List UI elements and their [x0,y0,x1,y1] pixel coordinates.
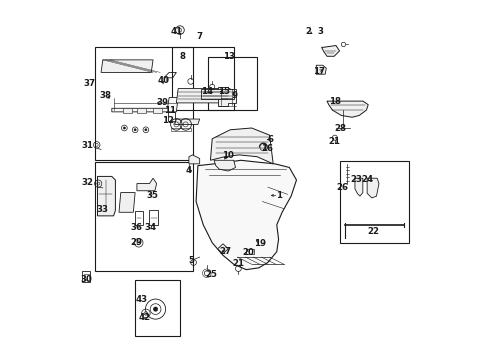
Circle shape [134,129,136,131]
Polygon shape [137,178,156,191]
Text: 2: 2 [305,27,311,36]
Text: 8: 8 [180,52,185,61]
Text: 11: 11 [164,106,176,115]
Text: 12: 12 [162,116,174,125]
Text: 37: 37 [83,79,96,88]
Text: 5: 5 [188,256,194,265]
Text: 21: 21 [328,137,340,146]
Bar [122,108,131,113]
Bar [95,47,192,160]
Text: 32: 32 [81,178,94,187]
Text: 31: 31 [81,141,94,150]
Text: 6: 6 [267,135,273,144]
Text: 1: 1 [275,191,281,200]
Text: 39: 39 [156,98,168,107]
Bar [170,128,191,131]
Polygon shape [188,155,199,164]
Polygon shape [101,60,153,72]
Polygon shape [354,178,362,196]
Text: 24: 24 [361,175,373,184]
Text: 38: 38 [100,91,111,100]
Circle shape [123,127,125,129]
Polygon shape [176,89,230,103]
Polygon shape [217,87,235,107]
Text: 40: 40 [157,76,169,85]
Text: 42: 42 [139,313,151,322]
Text: 17: 17 [312,67,324,76]
Bar [153,108,162,113]
Text: 15: 15 [218,87,229,96]
Polygon shape [174,119,199,125]
Text: 41: 41 [170,27,182,36]
Text: 19: 19 [253,239,265,248]
Text: 21: 21 [232,259,244,268]
Bar [171,47,234,110]
Text: 4: 4 [185,166,191,175]
Polygon shape [196,160,296,270]
Polygon shape [119,193,135,212]
Bar [135,211,142,225]
Text: 23: 23 [350,175,362,184]
Text: 36: 36 [130,223,142,232]
Text: 20: 20 [243,248,254,257]
Polygon shape [210,128,273,164]
Polygon shape [321,45,339,56]
Text: 26: 26 [336,183,347,192]
Bar [137,108,145,113]
Text: 43: 43 [135,295,147,304]
Bar [82,271,90,282]
Text: 27: 27 [219,247,231,256]
Text: 25: 25 [205,270,217,279]
Bar [95,162,192,271]
Text: 7: 7 [196,32,203,41]
Text: 9: 9 [231,90,237,99]
Text: 35: 35 [146,191,158,200]
Text: 10: 10 [221,152,233,161]
Circle shape [153,307,158,311]
Bar [84,274,88,280]
Text: 33: 33 [96,205,108,214]
Polygon shape [214,160,235,171]
Bar [207,57,257,110]
Bar [339,161,408,243]
Bar [149,211,158,225]
Text: 13: 13 [223,52,235,61]
Text: 22: 22 [367,227,379,236]
Text: 30: 30 [80,275,92,284]
Bar [246,249,254,253]
Bar [168,112,175,121]
Polygon shape [366,178,378,198]
Polygon shape [316,65,325,74]
Text: 29: 29 [130,238,142,247]
Circle shape [144,129,147,131]
Polygon shape [201,89,233,99]
Bar [135,280,180,336]
Text: 18: 18 [328,97,341,106]
Polygon shape [217,244,228,253]
Text: 16: 16 [260,144,272,153]
Text: 14: 14 [201,87,213,96]
Polygon shape [112,98,178,112]
Polygon shape [97,176,115,216]
Text: 34: 34 [144,223,156,232]
Text: 28: 28 [334,124,346,133]
Polygon shape [326,101,367,117]
Text: 3: 3 [317,27,323,36]
